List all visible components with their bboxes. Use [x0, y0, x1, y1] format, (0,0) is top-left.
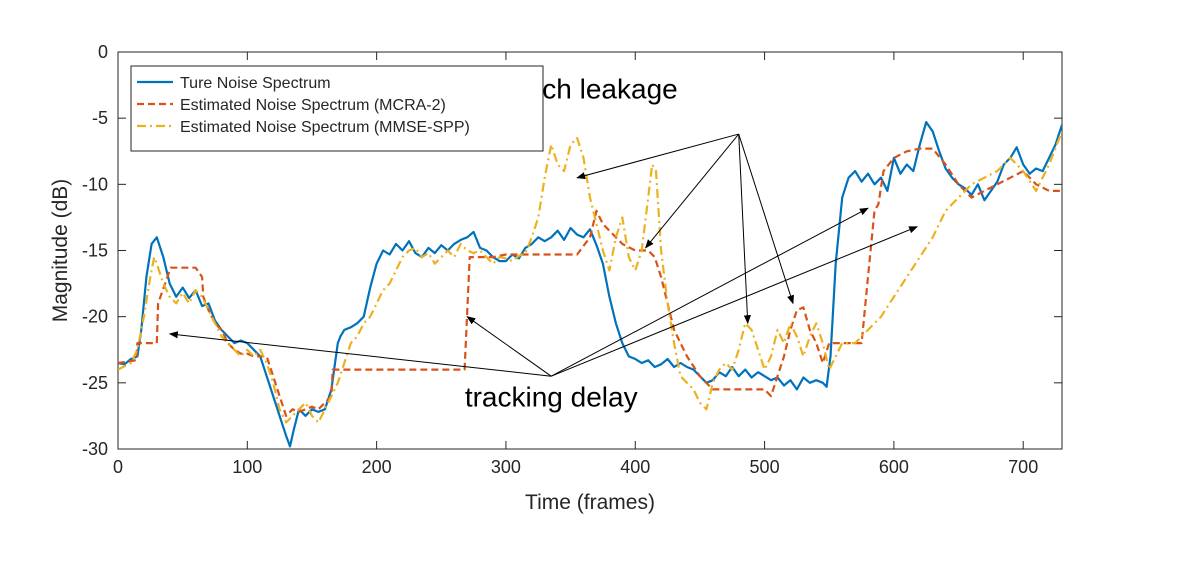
y-tick-label: -10	[82, 174, 108, 194]
annotation-label: tracking delay	[465, 382, 638, 413]
annotation-arrows	[168, 133, 919, 377]
annotation-arrow	[168, 331, 552, 377]
legend-box	[130, 65, 544, 152]
series-line-1	[118, 121, 1062, 448]
x-tick-label: 0	[113, 457, 123, 477]
annotation-arrow	[738, 133, 794, 305]
x-tick-label: 400	[620, 457, 650, 477]
annotation-arrow	[645, 133, 740, 249]
annotation-arrow	[466, 316, 552, 377]
x-tick-label: 300	[491, 457, 521, 477]
y-tick-label: -25	[82, 373, 108, 393]
x-tick-label: 200	[362, 457, 392, 477]
x-tick-label: 600	[879, 457, 909, 477]
x-tick-label: 100	[232, 457, 262, 477]
x-tick-label: 500	[750, 457, 780, 477]
y-axis-label: Magnitude (dB)	[49, 179, 72, 323]
series-line-2	[118, 147, 1062, 417]
y-tick-label: -5	[92, 108, 108, 128]
annotation-arrow	[576, 133, 739, 180]
series-layer	[118, 121, 1062, 448]
annotation-arrow	[738, 134, 751, 325]
x-axis-label: Time (frames)	[525, 491, 655, 514]
y-tick-label: 0	[98, 42, 108, 62]
legend-entry: Ture Noise Spectrum	[180, 75, 331, 92]
legend-entry: Estimated Noise Spectrum (MCRA-2)	[180, 97, 446, 114]
y-tick-label: -20	[82, 307, 108, 327]
legend: Ture Noise Spectrum Estimated Noise Spect…	[130, 65, 544, 152]
y-tick-label: -30	[82, 439, 108, 459]
legend-entry: Estimated Noise Spectrum (MMSE-SPP)	[180, 119, 470, 136]
x-tick-label: 700	[1008, 457, 1038, 477]
annotation-arrow	[550, 207, 869, 377]
axes: 0 100 200 300 400 500 600 700 0 -5 -10 -15 -20 -25 -30	[82, 42, 1062, 477]
y-tick-label: -15	[82, 241, 108, 261]
annotation-arrow	[551, 226, 919, 377]
